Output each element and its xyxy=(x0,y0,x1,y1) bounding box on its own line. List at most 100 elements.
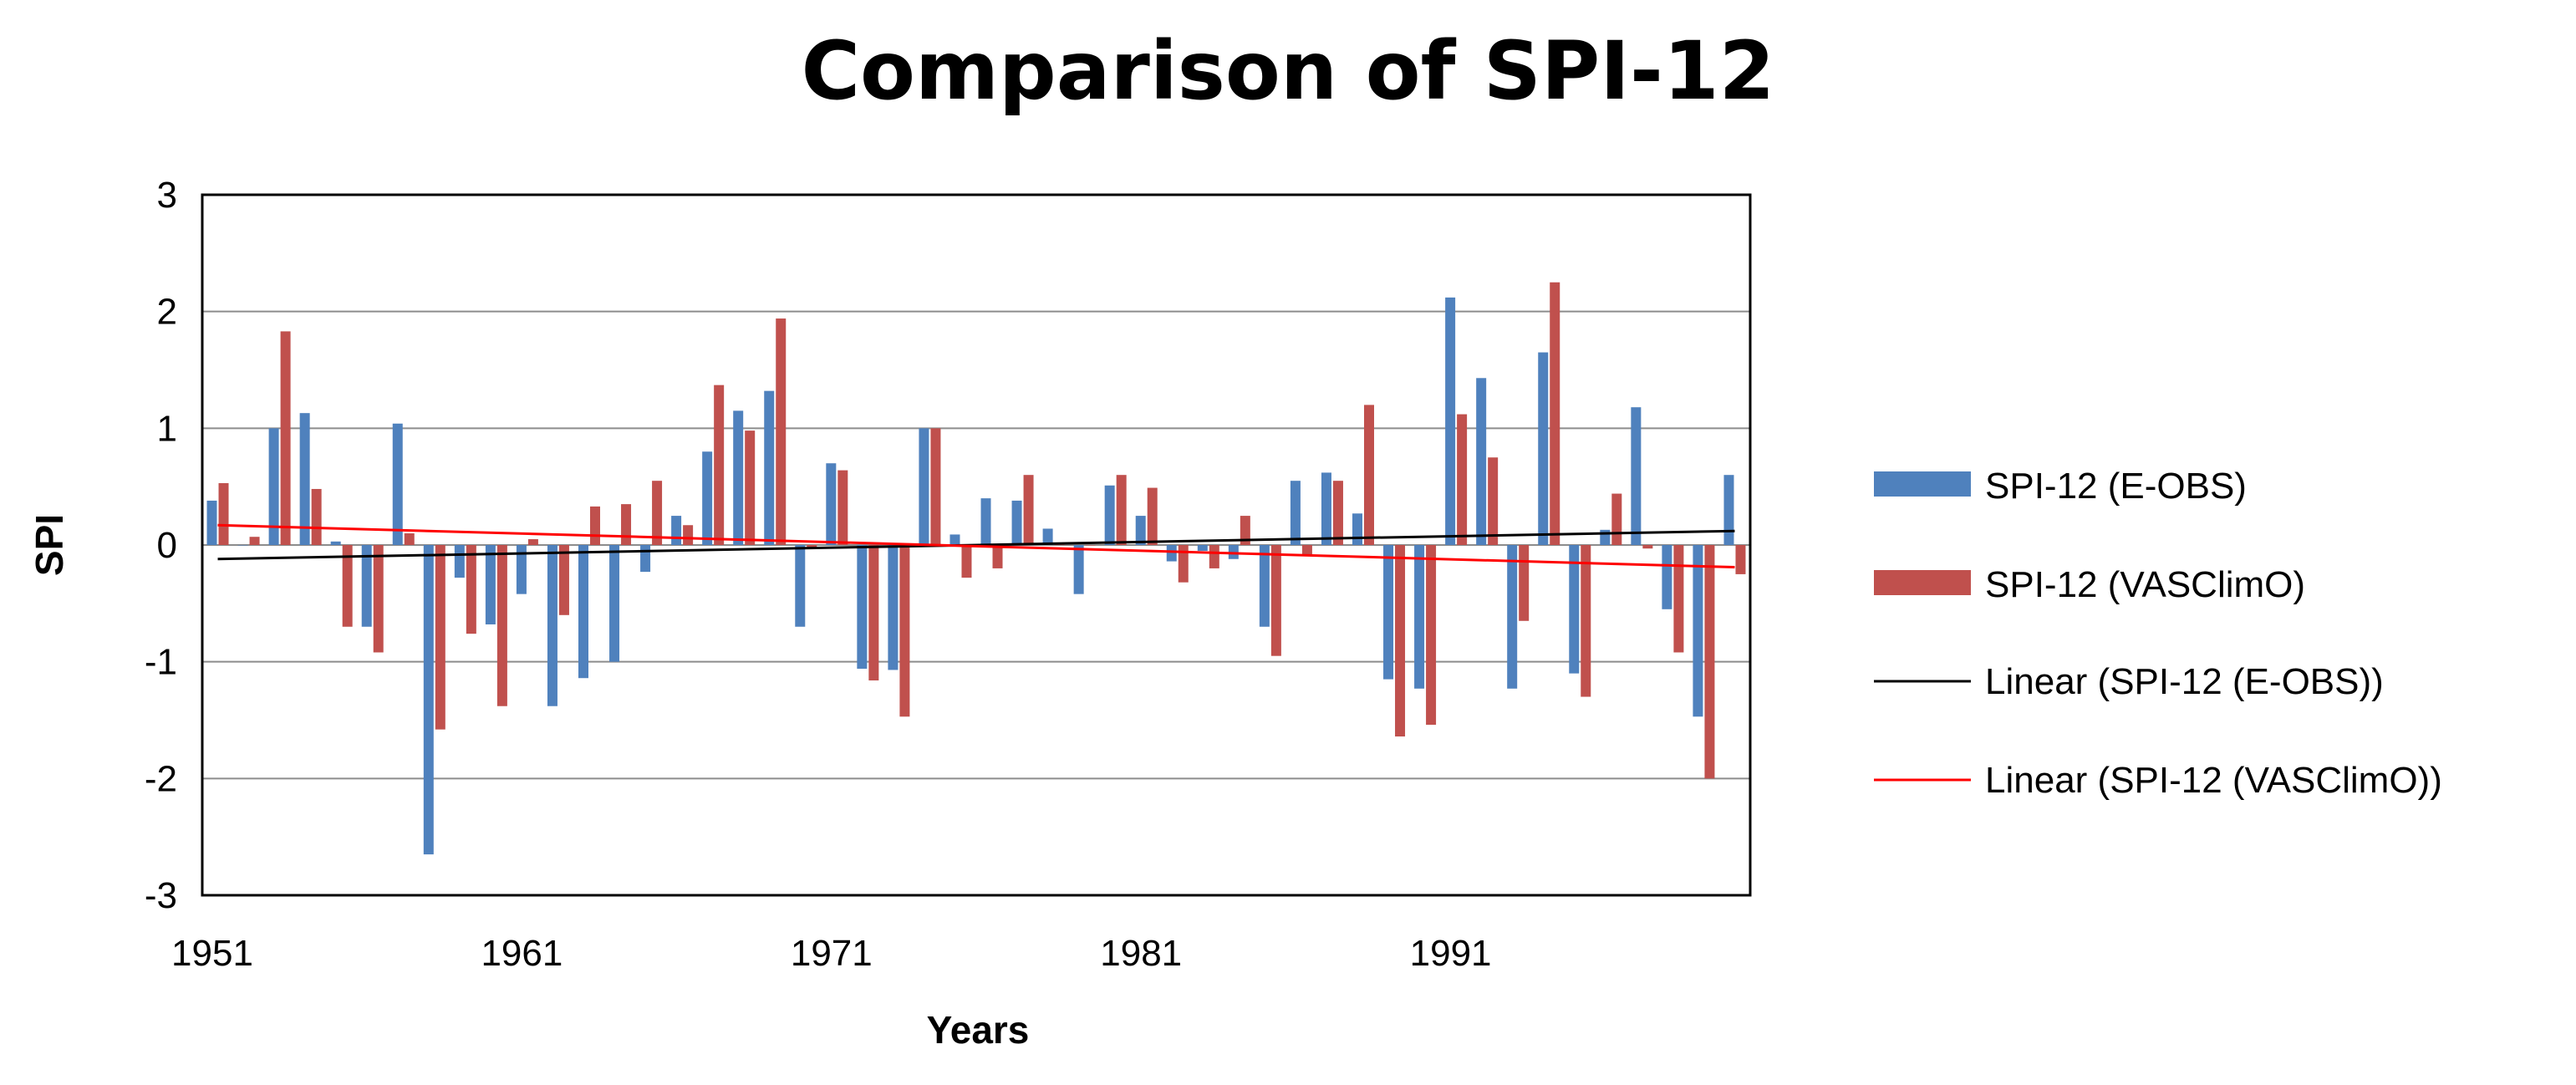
bar-vasclimo-42 xyxy=(1488,457,1499,545)
bar-eobs-1 xyxy=(206,500,217,545)
x-axis-ticks: 1951 1961 1971 1981 1991 xyxy=(171,933,1491,974)
bar-eobs-5 xyxy=(330,541,341,545)
bar-vasclimo-30 xyxy=(1116,475,1127,545)
legend-label-linear-vasclimo: Linear (SPI-12 (VASClimO)) xyxy=(1985,760,2442,801)
bar-eobs-50 xyxy=(1723,475,1734,545)
bar-vasclimo-4 xyxy=(311,488,322,545)
bar-vasclimo-16 xyxy=(683,525,694,545)
bar-eobs-48 xyxy=(1662,545,1672,609)
bar-eobs-31 xyxy=(1135,516,1146,545)
legend: SPI-12 (E-OBS) SPI-12 (VASClimO) Linear … xyxy=(1874,466,2442,801)
bar-vasclimo-22 xyxy=(868,545,879,681)
bar-vasclimo-11 xyxy=(527,539,538,545)
bar-vasclimo-7 xyxy=(404,533,415,545)
bar-vasclimo-17 xyxy=(714,385,725,545)
bar-eobs-36 xyxy=(1290,481,1301,545)
bar-vasclimo-21 xyxy=(837,470,848,545)
bar-vasclimo-24 xyxy=(930,428,941,545)
bar-eobs-22 xyxy=(857,545,868,670)
y-tick-label: 1 xyxy=(157,408,177,449)
bar-vasclimo-29 xyxy=(1085,545,1096,546)
bar-eobs-9 xyxy=(454,545,465,578)
bar-vasclimo-6 xyxy=(373,545,384,653)
bar-vasclimo-46 xyxy=(1611,493,1622,545)
bar-vasclimo-18 xyxy=(745,430,756,545)
x-tick-label: 1971 xyxy=(791,933,873,974)
bar-eobs-40 xyxy=(1414,545,1425,689)
bar-eobs-16 xyxy=(671,516,682,545)
bar-vasclimo-50 xyxy=(1735,545,1746,574)
bar-vasclimo-47 xyxy=(1642,545,1653,549)
bar-eobs-21 xyxy=(826,463,837,545)
bar-vasclimo-48 xyxy=(1673,545,1684,653)
bar-eobs-42 xyxy=(1476,378,1487,545)
bar-vasclimo-19 xyxy=(776,318,787,545)
y-tick-label: -3 xyxy=(145,875,177,916)
bar-vasclimo-8 xyxy=(435,545,445,730)
bar-eobs-38 xyxy=(1352,513,1362,545)
bar-vasclimo-10 xyxy=(496,545,507,706)
y-tick-label: 2 xyxy=(157,292,177,333)
bar-vasclimo-9 xyxy=(466,545,476,634)
bar-eobs-47 xyxy=(1631,407,1642,545)
bar-eobs-10 xyxy=(485,545,496,624)
bar-eobs-45 xyxy=(1569,545,1580,674)
bar-vasclimo-20 xyxy=(807,545,817,548)
plot-border xyxy=(201,193,1752,897)
bar-vasclimo-33 xyxy=(1209,545,1219,568)
bar-eobs-25 xyxy=(949,534,960,545)
bar-vasclimo-3 xyxy=(280,331,291,545)
bar-vasclimo-35 xyxy=(1270,545,1281,656)
bar-eobs-30 xyxy=(1104,485,1115,545)
y-tick-label: -2 xyxy=(145,758,177,799)
bar-eobs-11 xyxy=(516,545,527,594)
bar-vasclimo-12 xyxy=(558,545,569,615)
bar-eobs-12 xyxy=(547,545,557,706)
x-tick-label: 1951 xyxy=(171,933,253,974)
y-tick-label: 0 xyxy=(157,525,177,566)
bar-eobs-7 xyxy=(392,423,403,545)
x-tick-label: 1991 xyxy=(1410,933,1492,974)
bar-eobs-35 xyxy=(1259,545,1270,627)
bar-vasclimo-25 xyxy=(961,545,972,578)
bar-eobs-43 xyxy=(1507,545,1518,689)
bar-vasclimo-1 xyxy=(218,482,229,545)
x-tick-label: 1981 xyxy=(1100,933,1182,974)
y-tick-label: 3 xyxy=(157,175,177,216)
bar-eobs-33 xyxy=(1197,545,1208,551)
bar-vasclimo-5 xyxy=(342,545,353,627)
bar-vasclimo-39 xyxy=(1395,545,1406,737)
bar-eobs-29 xyxy=(1073,545,1084,594)
bar-eobs-2 xyxy=(237,545,248,546)
bar-vasclimo-32 xyxy=(1178,545,1189,583)
trendlines xyxy=(217,523,1735,569)
bar-eobs-34 xyxy=(1228,545,1239,559)
bar-eobs-17 xyxy=(702,451,713,545)
bar-eobs-13 xyxy=(578,545,588,679)
chart-title: Comparison of SPI-12 xyxy=(802,24,1775,118)
bar-vasclimo-31 xyxy=(1147,487,1158,545)
bar-eobs-41 xyxy=(1445,297,1456,545)
y-axis-label: SPI xyxy=(28,514,71,576)
bars xyxy=(206,282,1746,855)
bar-vasclimo-36 xyxy=(1301,545,1312,555)
bar-vasclimo-14 xyxy=(621,504,632,545)
bar-eobs-37 xyxy=(1321,472,1331,545)
bar-eobs-6 xyxy=(361,545,372,627)
y-axis-ticks: 3 2 1 0 -1 -2 -3 xyxy=(145,175,177,916)
bar-eobs-18 xyxy=(733,410,744,545)
bar-vasclimo-41 xyxy=(1457,414,1468,545)
bar-eobs-26 xyxy=(980,498,991,545)
legend-label-linear-eobs: Linear (SPI-12 (E-OBS)) xyxy=(1985,661,2384,702)
bar-eobs-28 xyxy=(1042,528,1053,545)
bar-eobs-19 xyxy=(764,390,775,545)
bar-eobs-49 xyxy=(1693,545,1703,717)
bar-eobs-23 xyxy=(888,545,899,670)
bar-vasclimo-43 xyxy=(1519,545,1530,621)
bar-eobs-20 xyxy=(795,545,806,627)
bar-vasclimo-40 xyxy=(1426,545,1437,726)
legend-label-eobs: SPI-12 (E-OBS) xyxy=(1985,466,2247,507)
legend-swatch-eobs xyxy=(1874,471,1971,497)
legend-label-vasclimo: SPI-12 (VASClimO) xyxy=(1985,564,2305,605)
bar-vasclimo-44 xyxy=(1550,282,1560,545)
